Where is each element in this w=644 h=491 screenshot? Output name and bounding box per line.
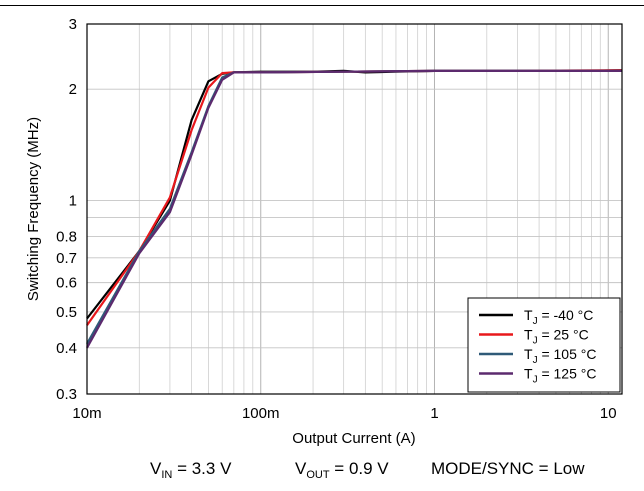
x-tick-label: 100m bbox=[242, 405, 280, 422]
legend-label: TJ = 25 °C bbox=[524, 327, 589, 347]
x-tick-labels: 10m 100m 1 10 bbox=[72, 405, 616, 422]
x-axis-label: Output Current (A) bbox=[292, 430, 415, 447]
vin-subscript: IN bbox=[161, 469, 173, 481]
x-tick-label: 1 bbox=[430, 405, 438, 422]
vout-condition: VOUT = 0.9 V bbox=[295, 459, 389, 481]
vin-value: = 3.3 V bbox=[172, 459, 232, 478]
y-tick-label: 0.3 bbox=[56, 386, 77, 403]
y-tick-label: 0.7 bbox=[56, 250, 77, 267]
y-tick-label: 2 bbox=[69, 81, 77, 98]
vout-subscript: OUT bbox=[306, 469, 330, 481]
y-tick-label: 1 bbox=[69, 193, 77, 210]
series-line-2 bbox=[86, 69, 623, 326]
y-tick-label: 0.4 bbox=[56, 340, 77, 357]
vout-symbol: V bbox=[295, 459, 307, 478]
legend-box bbox=[467, 297, 621, 393]
vin-condition: VIN = 3.3 V bbox=[150, 459, 231, 481]
vin-symbol: V bbox=[150, 459, 162, 478]
top-rule bbox=[0, 5, 644, 6]
y-tick-label: 0.5 bbox=[56, 304, 77, 321]
test-conditions: VIN = 3.3 V VOUT = 0.9 V MODE/SYNC = Low bbox=[0, 457, 644, 483]
series-line-1 bbox=[86, 69, 623, 320]
y-tick-label: 3 bbox=[69, 16, 77, 33]
grid-lines bbox=[87, 24, 622, 394]
mode-condition: MODE/SYNC = Low bbox=[431, 459, 585, 478]
switching-frequency-chart: 10m 100m 1 10 0.3 0.4 0.5 0.6 0.7 0.8 1 2 3 Output … bbox=[25, 16, 623, 447]
legend-label: TJ = 105 °C bbox=[524, 346, 596, 366]
series-lines bbox=[86, 69, 623, 349]
vout-value: = 0.9 V bbox=[329, 459, 389, 478]
series-line-4 bbox=[86, 69, 622, 349]
x-tick-label: 10m bbox=[72, 405, 101, 422]
legend: TJ = -40 °CTJ = 25 °CTJ = 105 °CTJ = 125… bbox=[467, 297, 621, 393]
y-tick-labels: 0.3 0.4 0.5 0.6 0.7 0.8 1 2 3 bbox=[56, 16, 77, 403]
legend-label: TJ = 125 °C bbox=[524, 366, 596, 386]
y-tick-label: 0.6 bbox=[56, 275, 77, 292]
legend-label: TJ = -40 °C bbox=[524, 307, 593, 327]
y-axis-label: Switching Frequency (MHz) bbox=[25, 117, 42, 301]
y-tick-label: 0.8 bbox=[56, 228, 77, 245]
x-tick-label: 10 bbox=[600, 405, 617, 422]
plot-frame bbox=[86, 23, 623, 395]
